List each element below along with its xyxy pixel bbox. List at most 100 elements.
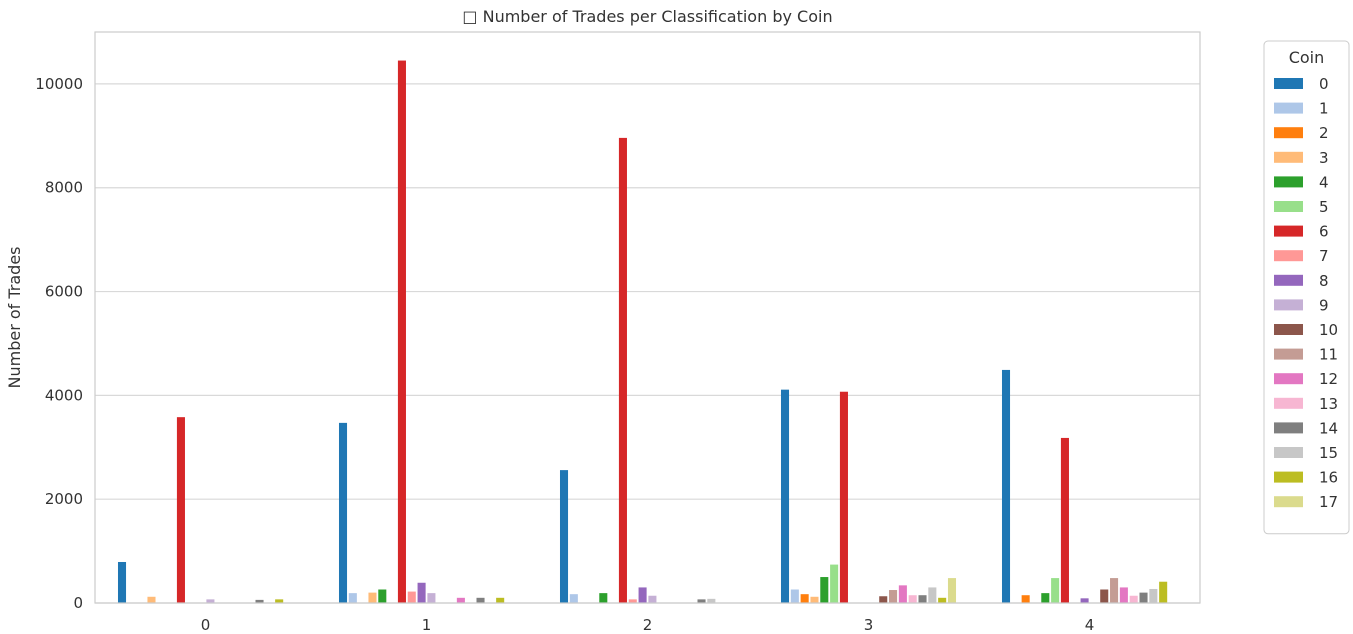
y-tick-label: 4000: [45, 386, 83, 404]
y-tick-label: 2000: [45, 490, 83, 508]
y-ticks: 0 2000 4000 6000 8000 10000: [35, 75, 83, 612]
bar-class-2-coin-6: [618, 137, 627, 604]
y-tick-label: 0: [73, 594, 83, 612]
bar-class-1-coin-12: [456, 597, 465, 603]
legend-swatch: [1274, 176, 1303, 188]
bar-class-4-coin-5: [1051, 578, 1060, 603]
bar-class-1-coin-6: [397, 60, 406, 604]
legend-item-9: 9: [1274, 296, 1329, 314]
legend-item-7: 7: [1274, 247, 1329, 265]
bar-class-3-coin-12: [898, 585, 907, 603]
x-tick-label: 2: [643, 616, 653, 634]
bar-class-3-coin-6: [839, 391, 848, 603]
legend-label: 3: [1319, 149, 1329, 167]
bar-class-1-coin-7: [407, 591, 416, 603]
legend-item-15: 15: [1274, 444, 1338, 462]
legend-label: 14: [1319, 419, 1338, 437]
legend-swatch: [1274, 127, 1303, 139]
bar-class-2-coin-7: [628, 599, 637, 603]
x-tick-label: 0: [201, 616, 211, 634]
bar-class-1-coin-4: [378, 589, 387, 603]
legend-swatch: [1274, 496, 1303, 508]
bar-class-1-coin-3: [368, 592, 377, 603]
bar-class-0-coin-3: [147, 596, 156, 603]
chart-title: □ Number of Trades per Classification by…: [462, 7, 832, 26]
legend-item-5: 5: [1274, 198, 1329, 216]
bar-class-4-coin-15: [1149, 588, 1158, 603]
bar-class-3-coin-0: [780, 389, 790, 603]
legend-item-10: 10: [1274, 321, 1338, 339]
legend-label: 15: [1319, 444, 1338, 462]
bar-class-4-coin-8: [1080, 598, 1089, 603]
legend-label: 5: [1319, 198, 1329, 216]
grid-lines: [95, 83, 1200, 604]
bar-class-1-coin-14: [476, 597, 485, 603]
bar-class-4-coin-11: [1110, 578, 1119, 603]
legend-item-0: 0: [1274, 75, 1329, 93]
legend-swatch: [1274, 348, 1303, 360]
bar-class-3-coin-2: [800, 594, 809, 603]
legend-swatch: [1274, 397, 1303, 409]
legend-item-17: 17: [1274, 493, 1338, 511]
bar-class-0-coin-14: [255, 599, 264, 603]
legend-item-14: 14: [1274, 419, 1338, 437]
legend-item-3: 3: [1274, 149, 1329, 167]
legend-label: 7: [1319, 247, 1329, 265]
legend-swatch: [1274, 324, 1303, 335]
bar-class-3-coin-13: [908, 595, 917, 603]
plot-frame: [94, 31, 1201, 604]
legend-swatch: [1274, 78, 1303, 89]
bars: [117, 60, 1168, 604]
legend-item-12: 12: [1274, 370, 1338, 388]
bar-class-3-coin-3: [810, 596, 819, 603]
bar-class-0-coin-0: [117, 561, 127, 603]
bar-class-4-coin-12: [1119, 587, 1128, 603]
bar-class-1-coin-16: [496, 597, 505, 603]
bar-class-3-coin-17: [947, 578, 957, 603]
bar-class-1-coin-1: [348, 593, 357, 603]
legend-label: 0: [1319, 75, 1329, 93]
legend-label: 2: [1319, 124, 1329, 142]
legend-item-1: 1: [1274, 100, 1329, 118]
bar-class-1-coin-8: [417, 582, 426, 603]
legend-label: 6: [1319, 223, 1329, 241]
legend-label: 16: [1319, 469, 1338, 487]
bar-class-4-coin-13: [1129, 595, 1138, 603]
legend-swatch: [1274, 447, 1303, 458]
bar-class-3-coin-11: [889, 590, 898, 603]
bar-class-4-coin-6: [1060, 437, 1069, 603]
legend-label: 1: [1319, 100, 1329, 118]
bar-class-3-coin-4: [820, 577, 829, 603]
legend-label: 17: [1319, 493, 1338, 511]
bar-class-4-coin-10: [1100, 589, 1109, 603]
bar-class-1-coin-9: [427, 593, 436, 603]
bar-class-4-coin-0: [1001, 369, 1011, 603]
bar-class-4-coin-14: [1139, 592, 1148, 603]
legend-swatch: [1274, 250, 1303, 262]
legend-item-2: 2: [1274, 124, 1329, 142]
bar-class-0-coin-16: [275, 599, 284, 603]
bar-class-1-coin-0: [338, 422, 348, 603]
legend-label: 12: [1319, 370, 1338, 388]
bar-class-3-coin-14: [918, 595, 927, 603]
legend-item-8: 8: [1274, 272, 1329, 290]
bar-class-2-coin-1: [569, 594, 578, 603]
legend-item-6: 6: [1274, 223, 1329, 241]
legend-item-11: 11: [1274, 346, 1338, 364]
bar-class-0-coin-6: [176, 417, 185, 603]
bar-class-2-coin-15: [707, 598, 716, 603]
bar-class-3-coin-15: [928, 587, 937, 603]
legend-item-4: 4: [1274, 173, 1329, 191]
bar-class-4-coin-2: [1021, 595, 1030, 603]
legend-swatch: [1274, 373, 1303, 385]
y-tick-label: 6000: [45, 283, 83, 301]
bar-class-2-coin-4: [599, 593, 608, 603]
bar-class-4-coin-16: [1159, 581, 1168, 603]
x-ticks: 0 1 2 3 4: [201, 616, 1095, 634]
bar-class-3-coin-5: [830, 564, 839, 603]
y-tick-label: 8000: [45, 179, 83, 197]
legend-swatch: [1274, 299, 1303, 311]
